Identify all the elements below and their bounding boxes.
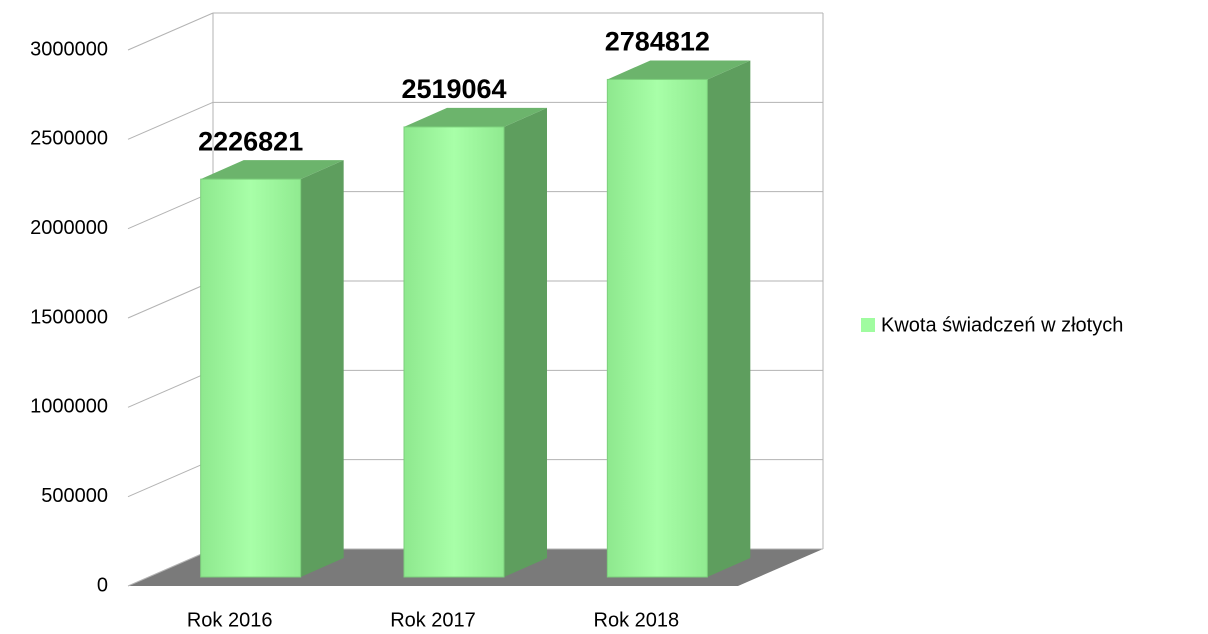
y-tick-label: 2500000 — [30, 128, 108, 150]
grid-line — [127, 459, 214, 498]
legend-swatch — [861, 318, 875, 332]
y-tick-label: 500000 — [41, 485, 108, 507]
grid-line — [127, 12, 214, 51]
y-tick-label: 2000000 — [30, 217, 108, 239]
y-tick-label: 1000000 — [30, 396, 108, 418]
bar-top — [607, 60, 751, 80]
bar-front — [403, 126, 505, 578]
y-tick-label: 3000000 — [30, 38, 108, 60]
bar — [403, 107, 547, 578]
bar-top — [404, 107, 547, 127]
bar-top — [200, 160, 344, 180]
value-label: 2226821 — [198, 126, 303, 156]
bar-front — [200, 178, 302, 578]
grid-line — [127, 548, 214, 587]
grid-line — [127, 369, 214, 408]
x-tick-label: Rok 2018 — [594, 609, 680, 631]
grid-line — [127, 191, 214, 230]
grid-line — [127, 101, 214, 140]
legend-label: Kwota świadczeń w złotych — [881, 314, 1123, 336]
y-tick-label: 0 — [97, 574, 108, 596]
bar-side — [504, 107, 547, 577]
bar-side — [707, 60, 751, 578]
y-tick-label: 1500000 — [30, 306, 108, 328]
x-tick-label: Rok 2017 — [390, 609, 476, 631]
bar — [606, 60, 751, 578]
grid-line — [127, 280, 214, 319]
value-label: 2784812 — [605, 27, 710, 57]
value-label: 2519064 — [401, 74, 506, 104]
bar-front — [606, 78, 708, 578]
bar-side — [300, 160, 344, 578]
x-tick-label: Rok 2016 — [187, 609, 273, 631]
bar — [200, 160, 344, 578]
